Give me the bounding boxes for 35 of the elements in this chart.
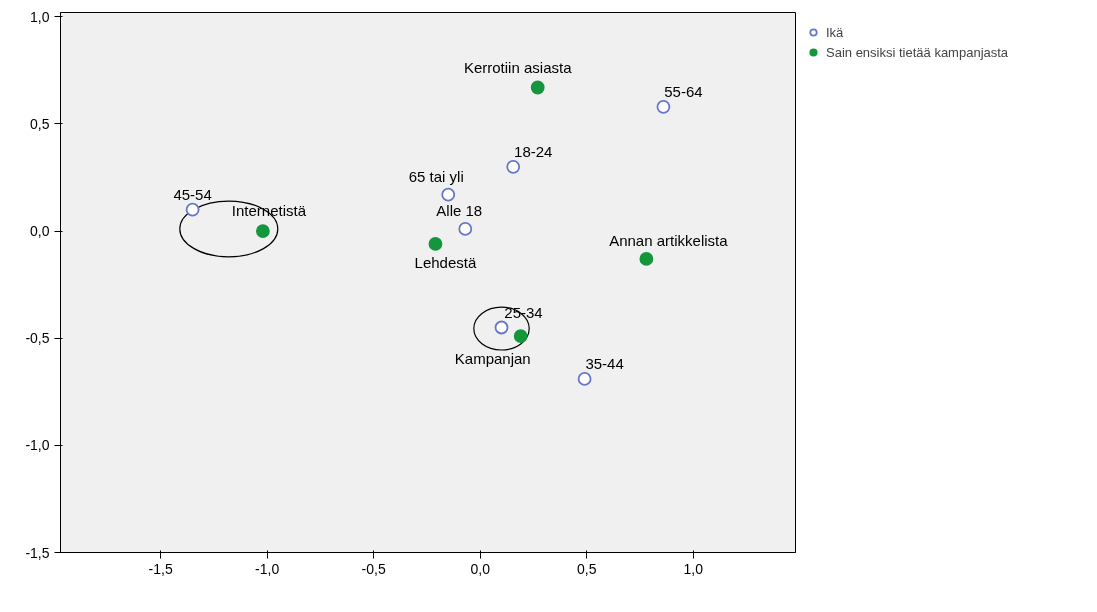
point — [639, 252, 654, 266]
point — [428, 237, 443, 251]
x-tick-label: 1,0 — [683, 560, 704, 577]
point — [458, 222, 473, 236]
y-tick-label: -0,5 — [25, 330, 50, 347]
point — [255, 224, 270, 238]
annotation: 35-44 — [585, 354, 624, 372]
x-tick-label: -0,5 — [361, 560, 386, 577]
legend-label: Sain ensiksi tietää kampanjasta — [826, 44, 1009, 60]
point — [513, 329, 528, 343]
point — [185, 202, 200, 217]
annotation: 18-24 — [514, 142, 553, 160]
x-tick-label: 0,0 — [470, 560, 491, 577]
annotation: Kerrotiin asiasta — [463, 58, 573, 76]
y-tick-label: 0,5 — [30, 115, 50, 132]
annotation: 55-64 — [664, 82, 703, 100]
point — [506, 159, 521, 174]
x-tick-label: -1,0 — [255, 560, 280, 577]
annotation: 45-54 — [173, 185, 212, 203]
point — [656, 99, 671, 114]
y-tick-label: -1,5 — [25, 544, 50, 561]
y-tick-label: 1,0 — [30, 8, 50, 25]
annotation: 65 tai yli — [408, 167, 464, 185]
point — [441, 187, 456, 202]
x-tick-label: 0,5 — [576, 560, 597, 577]
y-tick-label: -1,0 — [25, 437, 50, 454]
point — [577, 372, 592, 386]
y-tick-label: 0,0 — [30, 223, 50, 240]
x-tick-label: -1,5 — [148, 560, 173, 577]
annotation: Annan artikkelista — [609, 231, 729, 249]
point — [530, 80, 545, 95]
annotation: Alle 18 — [436, 201, 483, 219]
legend-label: Ikä — [826, 24, 845, 40]
annotation: Kampanjan — [454, 350, 531, 368]
annotation: Lehdestä — [414, 253, 477, 271]
